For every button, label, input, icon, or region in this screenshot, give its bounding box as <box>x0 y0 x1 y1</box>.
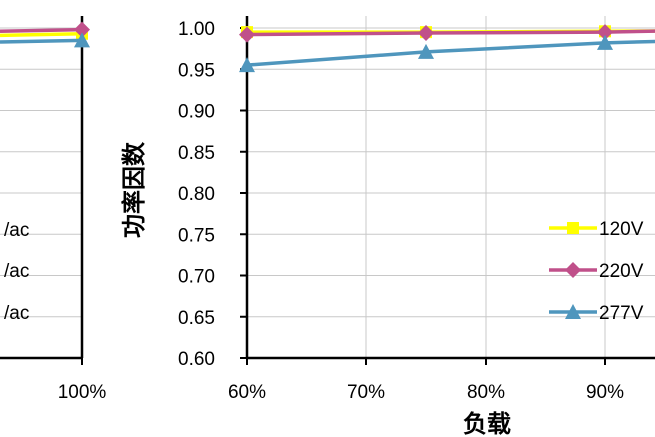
x-tick-label: 90% <box>586 382 624 403</box>
left-legend-fragment-277: /ac <box>4 303 29 324</box>
left-series-line-220Vac <box>0 27 83 34</box>
data-point-277V <box>239 57 255 73</box>
series-group <box>239 24 655 73</box>
y-tick-label: 0.80 <box>178 184 215 205</box>
data-point-220V <box>418 24 434 41</box>
y-tick-label: 0.60 <box>178 349 215 370</box>
legend: 120V 220V 277V <box>549 219 644 324</box>
y-axis-title: 功率因数 <box>120 141 148 238</box>
data-point-220V <box>239 26 255 43</box>
y-tick-label: 0.70 <box>178 267 215 288</box>
left-series-line-277Vac <box>0 38 83 44</box>
data-point-277V <box>597 34 613 50</box>
y-tick-label: 0.95 <box>178 60 215 81</box>
y-tick-label: 0.85 <box>178 143 215 164</box>
x-axis-ticks: 60% 70% 80% 90% <box>228 358 624 403</box>
y-tick-label: 0.65 <box>178 308 215 329</box>
x-tick-label: 80% <box>467 382 505 403</box>
main-chart: 0.60 0.65 0.70 0.75 0.80 0.85 0.90 0.95 1.00 60%… <box>120 16 655 437</box>
legend-label-277V: 277V <box>599 303 644 324</box>
legend-marker-277V <box>565 304 581 319</box>
legend-marker-220V <box>565 262 581 278</box>
left-series-group <box>0 21 90 48</box>
x-tick-label: 70% <box>347 382 385 403</box>
x-axis-title: 负载 <box>463 411 511 437</box>
left-legend-fragment-220: /ac <box>4 261 29 282</box>
left-data-point-277Vac <box>74 32 90 48</box>
series-line-277V <box>246 39 655 67</box>
left-x-tick-label: 100% <box>58 382 107 403</box>
x-tick-label: 60% <box>228 382 266 403</box>
series-line-220V <box>246 29 655 37</box>
legend-label-120V: 120V <box>599 219 644 240</box>
left-grid <box>0 27 82 318</box>
left-legend-fragment-120: /ac <box>4 220 29 241</box>
y-tick-label: 0.75 <box>178 225 215 246</box>
y-axis-ticks: 0.60 0.65 0.70 0.75 0.80 0.85 0.90 0.95 1.00 <box>178 19 247 370</box>
legend-marker-120V <box>567 222 579 234</box>
main-grid <box>247 16 655 358</box>
y-tick-label: 0.90 <box>178 102 215 123</box>
left-chart: 100% /ac /ac /ac <box>0 16 106 403</box>
y-tick-label: 1.00 <box>178 19 215 40</box>
left-data-point-220Vac <box>74 21 90 38</box>
data-point-277V <box>418 43 434 59</box>
legend-label-220V: 220V <box>599 261 644 282</box>
left-series-line-120Vac <box>0 32 83 38</box>
data-point-220V <box>597 24 613 41</box>
